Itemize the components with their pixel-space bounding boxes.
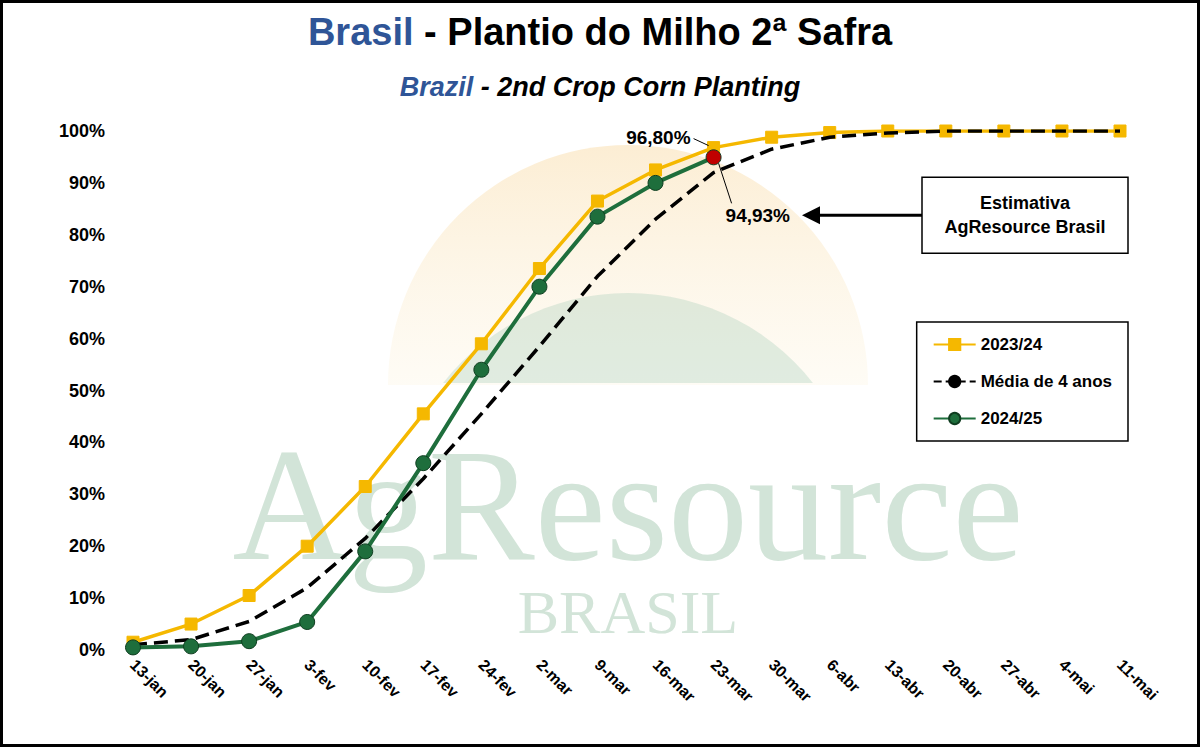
svg-text:10-fev: 10-fev bbox=[359, 656, 404, 701]
svg-text:2023/24: 2023/24 bbox=[981, 335, 1043, 354]
svg-text:94,93%: 94,93% bbox=[726, 205, 791, 226]
svg-text:17-fev: 17-fev bbox=[417, 656, 462, 701]
svg-text:BRASIL: BRASIL bbox=[518, 578, 738, 646]
svg-text:13-abr: 13-abr bbox=[882, 656, 928, 702]
svg-text:100%: 100% bbox=[59, 121, 105, 141]
svg-text:Brasil: Brasil bbox=[308, 11, 414, 53]
svg-text:24-fev: 24-fev bbox=[475, 656, 520, 701]
svg-text:27-abr: 27-abr bbox=[998, 656, 1044, 702]
svg-text:96,80%: 96,80% bbox=[626, 127, 691, 148]
svg-text:Média de 4 anos: Média de 4 anos bbox=[981, 372, 1112, 391]
svg-text:2024/25: 2024/25 bbox=[981, 409, 1042, 428]
svg-text:30-mar: 30-mar bbox=[766, 656, 815, 705]
svg-text:0%: 0% bbox=[79, 640, 105, 660]
svg-text:70%: 70% bbox=[69, 277, 105, 297]
svg-text:30%: 30% bbox=[69, 484, 105, 504]
svg-text:16-mar: 16-mar bbox=[650, 656, 699, 705]
svg-text:- Plantio do Milho 2ª Safra: - Plantio do Milho 2ª Safra bbox=[414, 11, 893, 53]
svg-text:27-jan: 27-jan bbox=[243, 656, 288, 701]
svg-text:40%: 40% bbox=[69, 432, 105, 452]
svg-text:20%: 20% bbox=[69, 536, 105, 556]
svg-text:10%: 10% bbox=[69, 588, 105, 608]
svg-text:9-mar: 9-mar bbox=[591, 656, 634, 699]
svg-text:23-mar: 23-mar bbox=[708, 656, 757, 705]
svg-text:AgResource Brasil: AgResource Brasil bbox=[944, 217, 1105, 237]
svg-text:20-abr: 20-abr bbox=[940, 656, 986, 702]
svg-text:Estimativa: Estimativa bbox=[980, 193, 1071, 213]
svg-text:80%: 80% bbox=[69, 225, 105, 245]
svg-text:50%: 50% bbox=[69, 381, 105, 401]
svg-text:AgResource: AgResource bbox=[232, 416, 1024, 594]
svg-text:Brazil: Brazil bbox=[400, 72, 474, 102]
svg-text:- 2nd Crop Corn Planting: - 2nd Crop Corn Planting bbox=[473, 72, 800, 102]
svg-text:90%: 90% bbox=[69, 173, 105, 193]
svg-text:2-mar: 2-mar bbox=[533, 656, 576, 699]
svg-text:6-abr: 6-abr bbox=[824, 656, 864, 696]
svg-text:11-mai: 11-mai bbox=[1114, 656, 1161, 703]
svg-text:3-fev: 3-fev bbox=[301, 656, 339, 694]
svg-text:20-jan: 20-jan bbox=[185, 656, 230, 701]
svg-text:4-mai: 4-mai bbox=[1056, 656, 1098, 698]
svg-text:60%: 60% bbox=[69, 329, 105, 349]
svg-text:13-jan: 13-jan bbox=[127, 656, 172, 701]
